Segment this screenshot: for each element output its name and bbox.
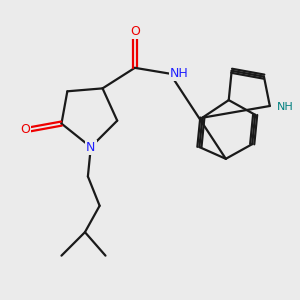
Text: N: N [86, 141, 95, 154]
Text: NH: NH [277, 102, 294, 112]
Text: O: O [130, 25, 140, 38]
Text: NH: NH [170, 67, 189, 80]
Text: O: O [20, 123, 30, 136]
